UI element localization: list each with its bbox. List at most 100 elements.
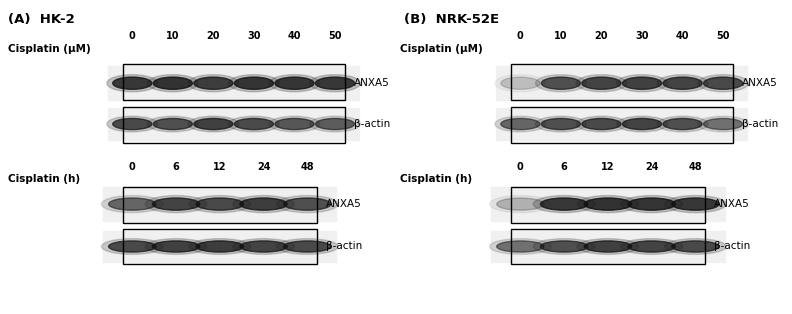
Ellipse shape: [698, 75, 748, 92]
Ellipse shape: [152, 198, 200, 210]
Ellipse shape: [152, 241, 200, 252]
Ellipse shape: [664, 239, 726, 254]
Ellipse shape: [623, 118, 661, 130]
Text: 12: 12: [601, 162, 615, 172]
Ellipse shape: [233, 196, 295, 213]
Ellipse shape: [234, 118, 273, 130]
Ellipse shape: [196, 198, 243, 210]
Bar: [123, 229, 317, 264]
Ellipse shape: [240, 241, 287, 252]
Ellipse shape: [657, 116, 708, 132]
Ellipse shape: [703, 77, 743, 89]
Text: ANXA5: ANXA5: [714, 199, 750, 209]
Text: 10: 10: [166, 31, 180, 41]
Ellipse shape: [540, 241, 588, 252]
Text: 0: 0: [517, 162, 524, 172]
Ellipse shape: [577, 196, 638, 213]
Bar: [103, 187, 337, 221]
Text: ANXA5: ANXA5: [354, 78, 390, 88]
Ellipse shape: [497, 198, 544, 210]
Ellipse shape: [234, 77, 273, 89]
Ellipse shape: [109, 241, 156, 252]
Ellipse shape: [616, 75, 668, 92]
Ellipse shape: [275, 77, 314, 89]
Text: Cisplatin (μM): Cisplatin (μM): [400, 44, 482, 54]
Text: Cisplatin (h): Cisplatin (h): [400, 174, 472, 184]
Ellipse shape: [153, 77, 192, 89]
Text: β-actin: β-actin: [354, 119, 390, 129]
Bar: [511, 187, 705, 223]
Ellipse shape: [194, 118, 233, 130]
Ellipse shape: [269, 116, 320, 132]
Text: 6: 6: [561, 162, 568, 172]
Ellipse shape: [275, 118, 314, 130]
Ellipse shape: [663, 77, 702, 89]
Ellipse shape: [616, 116, 668, 132]
Ellipse shape: [269, 75, 320, 92]
Ellipse shape: [628, 198, 676, 210]
Text: 20: 20: [595, 31, 608, 41]
Ellipse shape: [107, 75, 158, 92]
Ellipse shape: [657, 75, 708, 92]
Text: 0: 0: [517, 31, 524, 41]
Text: 40: 40: [287, 31, 301, 41]
Ellipse shape: [584, 198, 631, 210]
Bar: [123, 64, 345, 100]
Ellipse shape: [147, 116, 198, 132]
Ellipse shape: [101, 239, 163, 254]
Ellipse shape: [672, 198, 719, 210]
Bar: [511, 64, 733, 100]
Ellipse shape: [145, 196, 207, 213]
Ellipse shape: [576, 75, 627, 92]
Text: 50: 50: [328, 31, 342, 41]
Ellipse shape: [535, 75, 586, 92]
Ellipse shape: [489, 196, 551, 213]
Ellipse shape: [228, 75, 280, 92]
Ellipse shape: [540, 198, 588, 210]
Ellipse shape: [276, 196, 338, 213]
Bar: [497, 66, 747, 100]
Text: β-actin: β-actin: [742, 119, 779, 129]
Text: ANXA5: ANXA5: [326, 199, 362, 209]
Text: 6: 6: [173, 162, 180, 172]
Ellipse shape: [664, 196, 726, 213]
Ellipse shape: [276, 239, 338, 254]
Text: 0: 0: [129, 162, 135, 172]
Bar: [511, 107, 733, 143]
Bar: [491, 231, 725, 262]
Ellipse shape: [240, 198, 287, 210]
Ellipse shape: [495, 116, 546, 132]
Text: 48: 48: [300, 162, 314, 172]
Ellipse shape: [501, 77, 540, 89]
Ellipse shape: [535, 116, 586, 132]
Text: (A)  HK-2: (A) HK-2: [8, 13, 74, 25]
Ellipse shape: [497, 241, 544, 252]
Text: Cisplatin (h): Cisplatin (h): [8, 174, 80, 184]
Text: 30: 30: [247, 31, 261, 41]
Bar: [123, 107, 345, 143]
Bar: [123, 187, 317, 223]
Ellipse shape: [101, 196, 163, 213]
Text: 0: 0: [129, 31, 135, 41]
Bar: [109, 109, 359, 139]
Ellipse shape: [584, 241, 631, 252]
Ellipse shape: [533, 196, 595, 213]
Text: 50: 50: [716, 31, 730, 41]
Text: 24: 24: [645, 162, 658, 172]
Text: 12: 12: [213, 162, 227, 172]
Text: 10: 10: [554, 31, 568, 41]
Ellipse shape: [698, 116, 748, 132]
Ellipse shape: [196, 241, 243, 252]
Ellipse shape: [501, 118, 540, 130]
Ellipse shape: [153, 118, 192, 130]
Ellipse shape: [533, 239, 595, 254]
Text: 20: 20: [207, 31, 220, 41]
Text: 40: 40: [676, 31, 689, 41]
Text: β-actin: β-actin: [714, 241, 751, 252]
Ellipse shape: [189, 239, 250, 254]
Ellipse shape: [147, 75, 198, 92]
Text: 24: 24: [257, 162, 270, 172]
Text: β-actin: β-actin: [326, 241, 363, 252]
Ellipse shape: [582, 118, 621, 130]
Ellipse shape: [310, 75, 360, 92]
